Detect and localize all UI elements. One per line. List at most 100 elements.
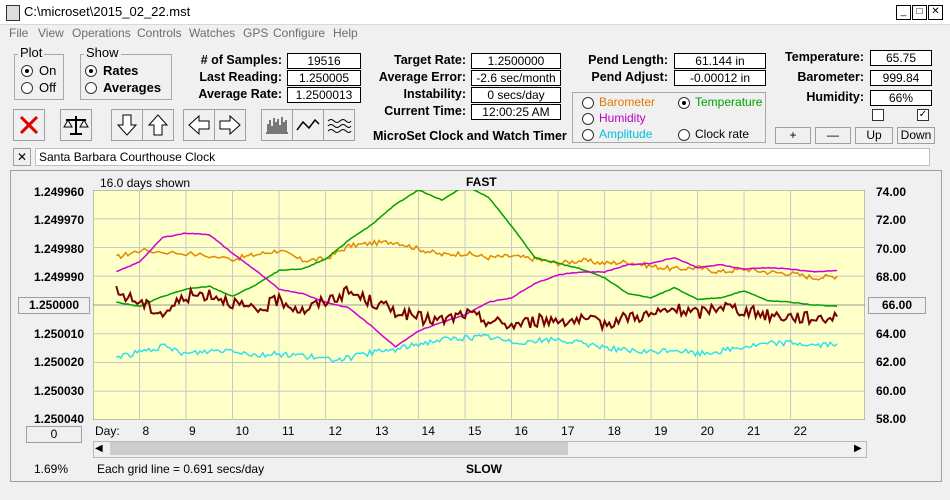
- balance-icon: [63, 116, 89, 135]
- day-tick-label: 21: [747, 424, 761, 438]
- y-left-tick: 1.249960: [33, 185, 84, 199]
- down-button[interactable]: Down: [897, 127, 935, 144]
- window-title: C:\microset\2015_02_22.mst: [24, 4, 191, 19]
- menu-file[interactable]: File: [9, 26, 29, 40]
- day-tick-label: 22: [793, 424, 807, 438]
- barometer-field: 999.84: [870, 70, 932, 86]
- pend-length-label: Pend Length:: [588, 53, 668, 67]
- down-arrow-button[interactable]: [111, 109, 143, 141]
- clock-rate-radio[interactable]: [678, 129, 690, 141]
- menu-operations[interactable]: Operations: [72, 26, 131, 40]
- slow-label: SLOW: [466, 462, 502, 476]
- menu-configure[interactable]: Configure: [273, 26, 326, 40]
- plot-on-label: On: [39, 63, 57, 78]
- samples-label: # of Samples:: [200, 53, 282, 67]
- zoom-percent: 1.69%: [34, 462, 69, 476]
- plus-button[interactable]: +: [775, 127, 811, 144]
- clock-name-input[interactable]: Santa Barbara Courthouse Clock: [35, 148, 930, 166]
- menu-controls[interactable]: Controls: [137, 26, 182, 40]
- amplitude-radio[interactable]: [582, 129, 594, 141]
- pend-adjust-field: -0.00012 in: [674, 70, 766, 86]
- balance-button[interactable]: [60, 109, 92, 141]
- left-bottom-button[interactable]: 0: [26, 426, 82, 443]
- show-rates-radio[interactable]: [85, 65, 97, 77]
- series-barometer: [116, 238, 838, 281]
- right-arrow-button[interactable]: [214, 109, 246, 141]
- arrow-left-icon: [188, 114, 210, 136]
- day-tick-label: 8: [142, 424, 150, 438]
- close-icon[interactable]: ✕: [928, 5, 943, 20]
- series-humidity: [116, 232, 838, 348]
- day-tick-label: 13: [375, 424, 389, 438]
- delete-icon: [19, 115, 39, 135]
- line-view-button[interactable]: [292, 109, 324, 141]
- pend-adjust-label: Pend Adjust:: [591, 70, 668, 84]
- grid-note: Each grid line = 0.691 secs/day: [97, 462, 265, 476]
- show-group: [80, 54, 172, 100]
- wave-view-button[interactable]: [323, 109, 355, 141]
- humidity-radio[interactable]: [582, 113, 594, 125]
- bars-chart-icon: [266, 117, 288, 134]
- right-axis-center-button[interactable]: 66.00: [868, 297, 926, 314]
- scroll-left-icon[interactable]: ◀: [95, 443, 103, 454]
- current-time-label: Current Time:: [384, 104, 466, 118]
- left-arrow-button[interactable]: [183, 109, 215, 141]
- days-shown-label: 16.0 days shown: [100, 176, 191, 190]
- last-reading-field: 1.250005: [287, 70, 361, 86]
- menu-gps[interactable]: GPS: [243, 26, 269, 40]
- day-tick-label: 18: [607, 424, 621, 438]
- scroll-right-icon[interactable]: ▶: [854, 443, 862, 454]
- day-tick-label: 11: [282, 424, 295, 438]
- y-right-tick: 58.00: [876, 412, 907, 426]
- y-right-tick: 64.00: [876, 327, 907, 341]
- y-left-tick: 1.249970: [33, 213, 84, 227]
- day-tick-label: 17: [561, 424, 575, 438]
- day-tick-label: 10: [235, 424, 249, 438]
- series-amplitude: [116, 333, 838, 363]
- day-tick-label: 9: [189, 424, 196, 438]
- minimize-icon[interactable]: _: [896, 5, 911, 20]
- plot-off-radio[interactable]: [21, 82, 33, 94]
- day-tick-label: 14: [421, 424, 435, 438]
- day-tick-label: 16: [514, 424, 528, 438]
- temperature-radio[interactable]: [678, 97, 690, 109]
- clear-clock-name-button[interactable]: ✕: [13, 148, 31, 166]
- show-group-title: Show: [84, 45, 121, 60]
- day-labels: 8 9 10 11 12 13 14 15 16 17 18 19 20 21 22: [0, 424, 950, 438]
- minus-button[interactable]: —: [815, 127, 851, 144]
- left-axis-center-button[interactable]: 1.250000: [18, 297, 90, 314]
- y-right-tick: 68.00: [876, 270, 907, 284]
- samples-field: 19516: [287, 53, 361, 69]
- up-button[interactable]: Up: [855, 127, 893, 144]
- barometer-radio[interactable]: [582, 97, 594, 109]
- sensor-options-group: [572, 92, 766, 143]
- y-left-tick: 1.249980: [33, 242, 84, 256]
- scrollbar-thumb[interactable]: [110, 442, 568, 455]
- humidity-field: 66%: [870, 90, 932, 106]
- day-tick-label: 15: [468, 424, 482, 438]
- maximize-icon[interactable]: □: [912, 5, 927, 20]
- app-caption: MicroSet Clock and Watch Timer: [373, 129, 567, 143]
- wave-chart-icon: [327, 119, 352, 133]
- bars-view-button[interactable]: [261, 109, 293, 141]
- y-left-tick: 1.250040: [33, 412, 84, 426]
- arrow-up-icon: [147, 114, 169, 136]
- show-averages-label: Averages: [103, 80, 162, 95]
- show-averages-radio[interactable]: [85, 82, 97, 94]
- left-checkbox[interactable]: [872, 109, 884, 121]
- menu-view[interactable]: View: [38, 26, 64, 40]
- y-left-tick: 1.249990: [33, 270, 84, 284]
- plot-on-radio[interactable]: [21, 65, 33, 77]
- up-arrow-button[interactable]: [142, 109, 174, 141]
- amplitude-option-label: Amplitude: [599, 127, 653, 141]
- barometer-label: Barometer:: [797, 70, 864, 84]
- menu-help[interactable]: Help: [333, 26, 358, 40]
- current-time-field: 12:00:25 AM: [471, 104, 561, 120]
- delete-button[interactable]: [13, 109, 45, 141]
- right-checkbox[interactable]: ✓: [917, 109, 929, 121]
- app-icon: [6, 5, 20, 21]
- pend-length-field[interactable]: 61.144 in: [674, 53, 766, 69]
- series-clock-rate: [115, 285, 838, 333]
- target-rate-field[interactable]: 1.2500000: [471, 53, 561, 69]
- menu-watches[interactable]: Watches: [189, 26, 236, 40]
